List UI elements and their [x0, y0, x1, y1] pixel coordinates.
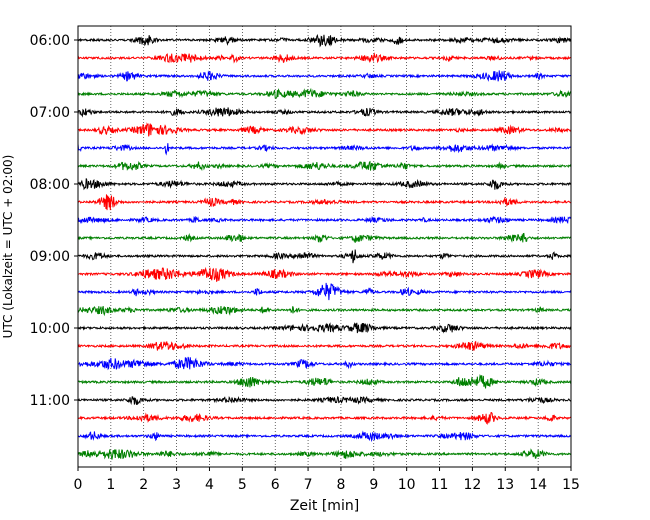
x-tick-label: 15: [562, 477, 580, 493]
trace-1145: [77, 448, 572, 460]
x-tick-label: 13: [496, 477, 514, 493]
y-tick-label: 06:00: [30, 33, 70, 49]
trace-1000: [77, 322, 572, 334]
trace-0730: [77, 143, 572, 156]
trace-0615: [77, 52, 572, 64]
trace-0830: [77, 215, 572, 225]
trace-1045: [77, 374, 572, 389]
trace-0600: [77, 34, 572, 48]
trace-0630: [77, 70, 572, 82]
x-tick-label: 2: [139, 477, 148, 493]
y-axis-ticks: 06:00 07:00 08:00 09:00 10:00 11:00: [30, 33, 78, 409]
x-tick-label: 9: [369, 477, 378, 493]
y-tick-label: 07:00: [30, 105, 70, 121]
y-tick-label: 10:00: [30, 321, 70, 337]
trace-1015: [77, 340, 572, 351]
x-axis-label: Zeit [min]: [290, 498, 359, 514]
trace-0745: [77, 160, 572, 172]
trace-0915: [77, 266, 572, 283]
x-tick-label: 8: [336, 477, 345, 493]
plot-frame: [77, 25, 572, 468]
x-axis-ticks: 0 1 2 3 4 5 6 7 8 9 10 11 12 13 14 15: [74, 467, 580, 493]
y-tick-label: 11:00: [30, 393, 70, 409]
x-tick-label: 4: [205, 477, 214, 493]
x-tick-label: 11: [431, 477, 449, 493]
y-axis-label: UTC (Lokalzeit = UTC + 02:00): [1, 155, 15, 339]
trace-1115: [77, 411, 572, 425]
traces: [77, 34, 572, 460]
x-tick-label: 12: [463, 477, 481, 493]
x-tick-label: 3: [172, 477, 181, 493]
y-tick-label: 08:00: [30, 177, 70, 193]
trace-1130: [77, 430, 572, 443]
x-tick-label: 5: [238, 477, 247, 493]
x-tick-label: 1: [106, 477, 115, 493]
trace-0645: [77, 87, 572, 99]
trace-0900: [77, 249, 572, 264]
x-tick-label: 10: [398, 477, 416, 493]
trace-0715: [77, 122, 572, 137]
trace-0800: [77, 178, 572, 191]
trace-0945: [77, 305, 572, 317]
trace-0700: [77, 107, 572, 118]
trace-0815: [77, 194, 572, 211]
trace-1030: [77, 356, 572, 371]
x-tick-label: 7: [304, 477, 313, 493]
x-tick-label: 6: [271, 477, 280, 493]
x-tick-label: 14: [529, 477, 547, 493]
trace-1100: [77, 395, 572, 406]
x-tick-label: 0: [74, 477, 83, 493]
trace-0930: [77, 282, 572, 301]
trace-0845: [77, 232, 572, 243]
y-tick-label: 09:00: [30, 249, 70, 265]
